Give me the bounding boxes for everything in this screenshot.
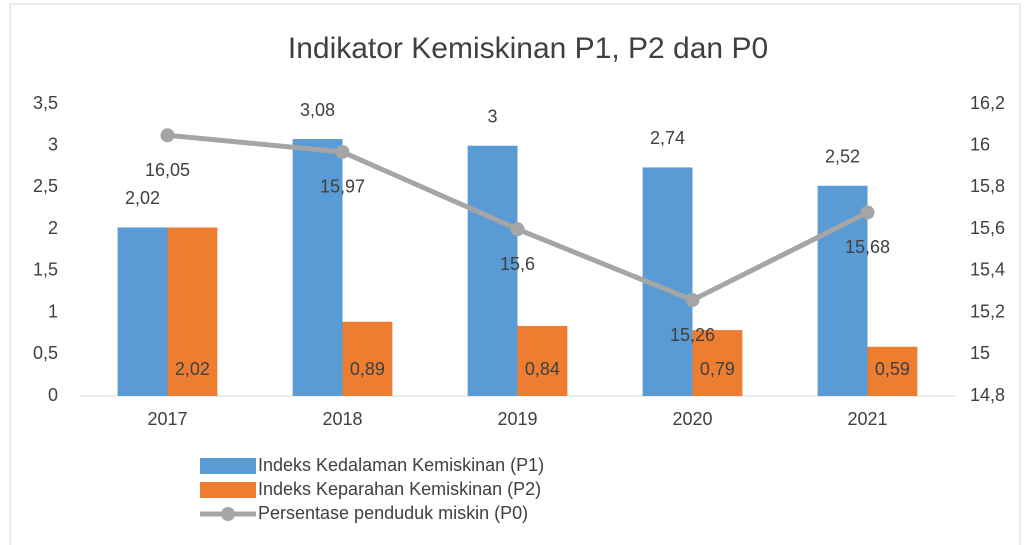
data-label: 2,74 [650,128,685,148]
x-tick-label: 2019 [497,409,537,429]
y-tick-label: 2,5 [33,176,58,196]
line-marker [860,205,875,220]
x-tick-label: 2017 [147,409,187,429]
line-marker [685,293,700,308]
data-label: 15,97 [320,177,365,197]
data-label: 0,84 [525,359,560,379]
data-label: 3 [488,106,498,126]
data-label: 2,52 [825,147,860,167]
bar [167,227,218,396]
data-label: 15,26 [670,325,715,345]
bar [342,321,393,396]
bar [117,227,168,396]
y2-tick-label: 15,2 [970,301,1005,321]
legend-swatch [200,458,256,474]
x-tick-label: 2020 [672,409,712,429]
data-label: 0,79 [700,359,735,379]
data-label: 15,68 [845,237,890,257]
legend-swatch [200,482,256,498]
y-tick-label: 0 [48,385,58,405]
y2-tick-label: 16 [970,134,990,154]
legend-label: Persentase penduduk miskin (P0) [258,503,528,523]
chart-title: Indikator Kemiskinan P1, P2 dan P0 [288,32,768,65]
legend-swatch [221,507,235,521]
bar [817,185,868,396]
data-label: 0,89 [350,359,385,379]
legend-label: Indeks Kedalaman Kemiskinan (P1) [258,455,544,475]
y-tick-label: 2 [48,218,58,238]
y2-tick-label: 15,6 [970,218,1005,238]
data-label: 16,05 [145,160,190,180]
line-marker [510,222,525,237]
data-label: 2,02 [125,188,160,208]
bar [692,330,743,396]
bar [867,346,918,396]
y-tick-label: 3 [48,134,58,154]
bar [292,139,343,397]
x-tick-label: 2021 [847,409,887,429]
y-tick-label: 1 [48,301,58,321]
y-tick-label: 1,5 [33,260,58,280]
data-label: 3,08 [300,100,335,120]
y2-tick-label: 16,2 [970,93,1005,113]
data-label: 15,6 [500,254,535,274]
bar [517,325,568,396]
data-label: 0,59 [875,359,910,379]
data-label: 2,02 [175,359,210,379]
y-tick-label: 0,5 [33,343,58,363]
y2-tick-label: 15 [970,343,990,363]
legend-label: Indeks Keparahan Kemiskinan (P2) [258,479,541,499]
line-marker [335,144,350,159]
x-tick-label: 2018 [322,409,362,429]
line-marker [160,128,175,143]
y2-tick-label: 15,4 [970,260,1005,280]
bar [467,145,518,396]
y-tick-label: 3,5 [33,93,58,113]
y2-tick-label: 14,8 [970,385,1005,405]
y2-tick-label: 15,8 [970,176,1005,196]
